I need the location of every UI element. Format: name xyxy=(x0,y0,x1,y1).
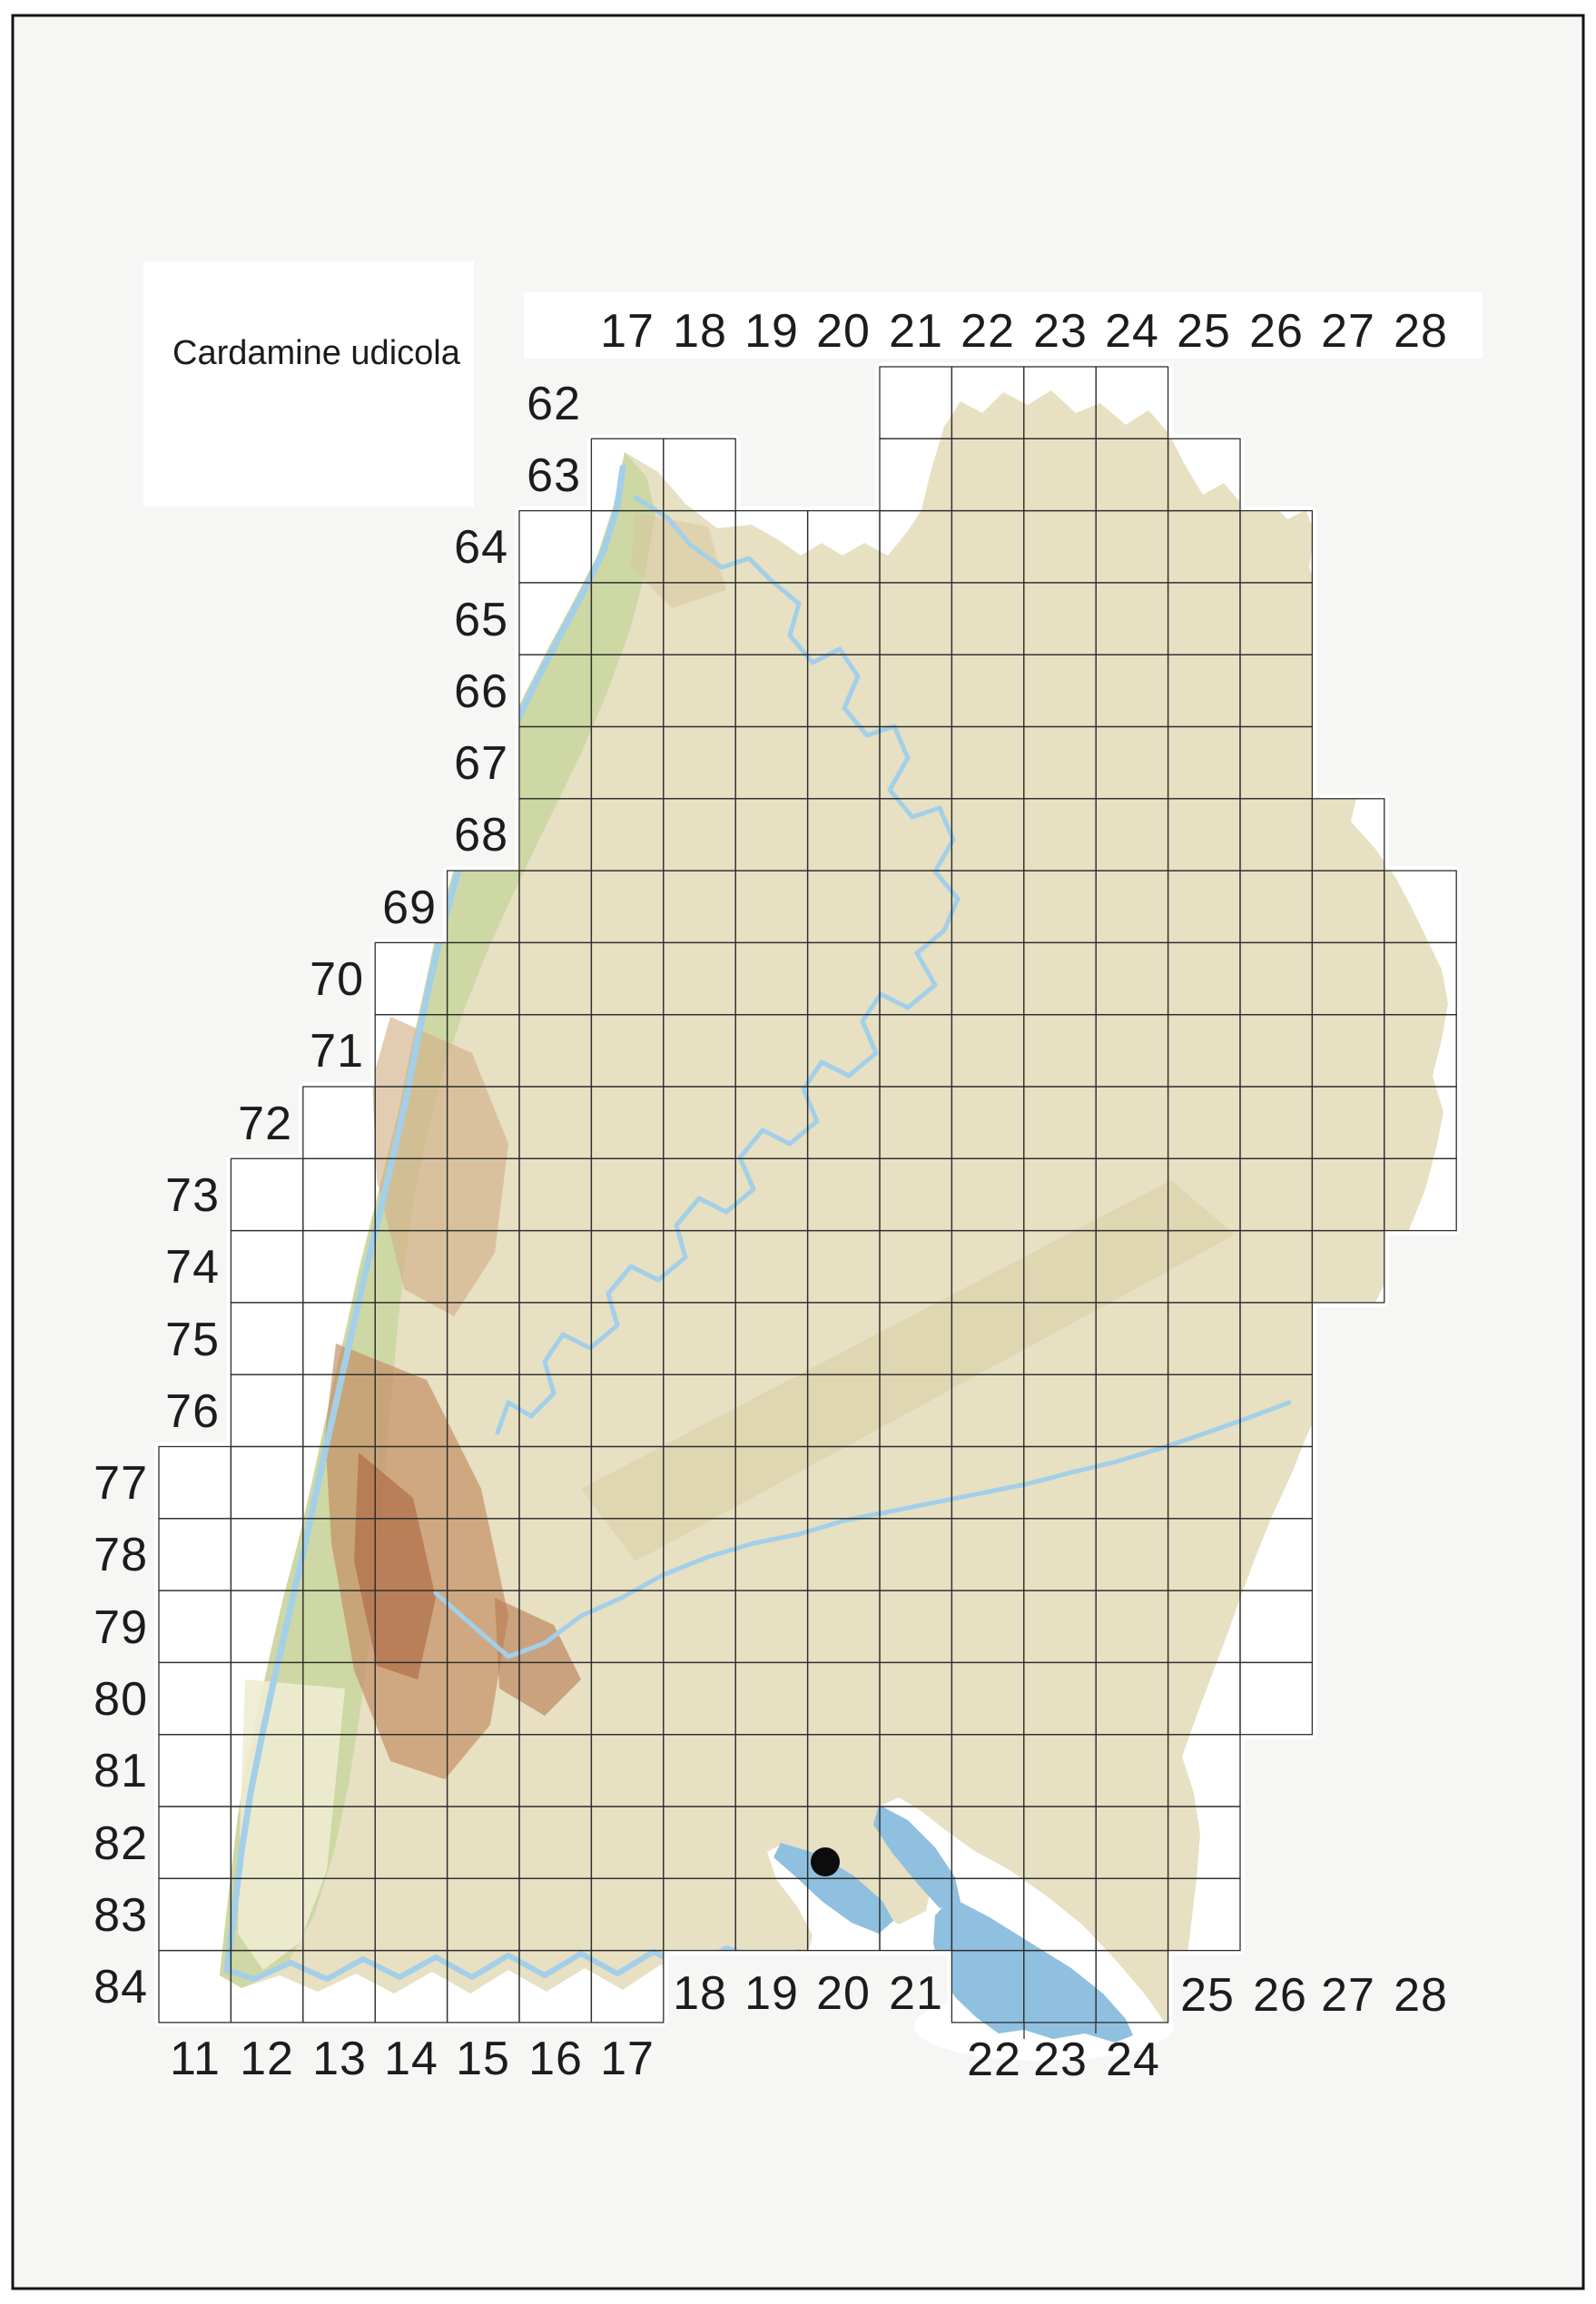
col-label-top: 17 xyxy=(600,305,655,358)
col-label-top: 24 xyxy=(1105,305,1159,358)
row-label-left: 69 xyxy=(382,881,437,934)
col-label-bottom: 20 xyxy=(816,1967,871,2020)
col-label-top: 26 xyxy=(1249,305,1304,358)
row-label-left: 64 xyxy=(454,521,508,574)
species-title: Cardamine udicola xyxy=(172,334,461,372)
neckar-river xyxy=(495,495,961,1435)
col-label-top: 22 xyxy=(961,305,1015,358)
lake-ueberlinger-arm xyxy=(873,1805,961,1908)
col-label-bottom: 25 xyxy=(1180,1969,1235,2022)
col-label-bottom: 19 xyxy=(744,1967,799,2020)
top-axis-label-box xyxy=(524,292,1483,359)
col-label-top: 19 xyxy=(744,305,799,358)
col-label-bottom: 15 xyxy=(456,2033,510,2085)
row-label-left: 81 xyxy=(94,1745,148,1797)
odenwald-hills xyxy=(631,513,726,608)
row-label-left: 70 xyxy=(310,953,364,1006)
col-label-bottom: 16 xyxy=(528,2033,583,2085)
col-label-top: 18 xyxy=(673,305,727,358)
row-label-left: 65 xyxy=(454,594,508,646)
lake-obersee xyxy=(933,1897,1133,2043)
row-label-left: 73 xyxy=(165,1169,220,1222)
rhine-river xyxy=(223,464,626,1974)
col-label-top: 23 xyxy=(1033,305,1088,358)
row-label-left: 75 xyxy=(165,1314,220,1366)
species-title-box xyxy=(143,261,474,507)
markgraefler-plain xyxy=(238,1679,345,1970)
occurrence-dot xyxy=(811,1847,840,1876)
row-label-left: 71 xyxy=(310,1025,364,1078)
row-label-left: 76 xyxy=(165,1385,220,1438)
row-label-left: 72 xyxy=(238,1098,292,1150)
terrain-artwork xyxy=(220,390,1448,2043)
rhine-plain-green xyxy=(220,452,655,1988)
row-label-left: 80 xyxy=(94,1673,148,1726)
row-label-left: 79 xyxy=(94,1601,148,1654)
col-label-bottom: 13 xyxy=(312,2033,367,2085)
col-label-bottom: 23 xyxy=(1033,2033,1088,2086)
row-label-left: 63 xyxy=(527,449,581,502)
row-label-left: 77 xyxy=(94,1457,148,1510)
row-label-left: 62 xyxy=(527,378,581,430)
row-label-left: 83 xyxy=(94,1889,148,1942)
col-label-bottom: 27 xyxy=(1321,1969,1375,2022)
col-label-bottom: 18 xyxy=(673,1967,727,2020)
col-label-bottom: 26 xyxy=(1253,1969,1307,2022)
col-label-top: 21 xyxy=(889,305,943,358)
row-label-left: 74 xyxy=(165,1241,220,1294)
row-label-left: 68 xyxy=(454,809,508,862)
col-label-bottom: 14 xyxy=(384,2033,438,2085)
col-label-bottom: 28 xyxy=(1394,1969,1448,2022)
row-label-left: 82 xyxy=(94,1817,148,1870)
col-label-top: 27 xyxy=(1321,305,1375,358)
col-label-bottom: 17 xyxy=(600,2033,655,2085)
lake-untersee xyxy=(773,1843,893,1934)
col-label-top: 28 xyxy=(1394,305,1448,358)
col-label-bottom: 21 xyxy=(889,1967,943,2020)
col-label-bottom: 12 xyxy=(240,2033,294,2085)
row-label-left: 66 xyxy=(454,665,508,718)
col-label-bottom: 22 xyxy=(967,2033,1021,2086)
row-label-left: 84 xyxy=(94,1961,148,2014)
col-label-bottom: 11 xyxy=(170,2033,221,2085)
row-label-left: 67 xyxy=(454,737,508,790)
mtb-grid-lines xyxy=(158,366,1457,2023)
col-label-top: 25 xyxy=(1177,305,1231,358)
grid-axis-labels: 17 18 19 20 21 22 23 24 25 26 27 286263646566676869… xyxy=(94,305,1448,2086)
blackforest-east xyxy=(495,1598,581,1716)
row-label-left: 78 xyxy=(94,1529,148,1581)
swabian-alb-band xyxy=(581,1180,1235,1561)
danube-river xyxy=(433,1400,1292,1659)
col-label-top: 20 xyxy=(816,305,871,358)
col-label-bottom: 24 xyxy=(1106,2033,1160,2086)
grid-lake-stub-lines xyxy=(1023,2023,1097,2039)
blackforest-core xyxy=(354,1452,436,1679)
